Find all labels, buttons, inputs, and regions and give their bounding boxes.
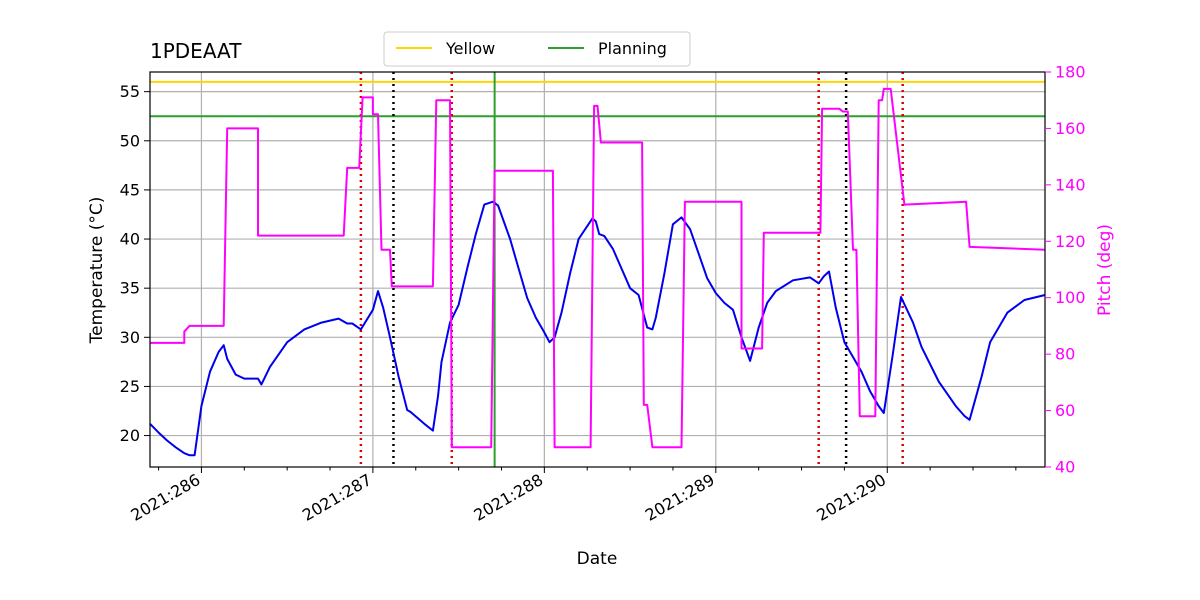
legend-box <box>383 31 691 67</box>
series-line-pitch <box>150 87 1046 449</box>
chart-title: 1PDEAAT <box>150 39 242 63</box>
y-tick-label: 55 <box>120 82 140 101</box>
y-axis-label: Temperature (°C) <box>87 197 107 345</box>
legend-label-yellow: Yellow <box>445 39 495 58</box>
y2-tick-label: 100 <box>1055 288 1086 307</box>
plot-frame <box>149 71 1046 468</box>
y2-axis-label: Pitch (deg) <box>1095 224 1115 316</box>
y2-tick-label: 40 <box>1055 458 1075 477</box>
series-layer <box>149 87 1046 457</box>
y-tick-label: 45 <box>120 180 140 199</box>
legend-label-planning: Planning <box>598 39 667 58</box>
y-tick-label: 30 <box>120 328 140 347</box>
y-tick-label: 40 <box>120 230 140 249</box>
y2-tick-label: 180 <box>1055 63 1086 82</box>
y-tick-label: 20 <box>120 426 140 445</box>
x-axis-label: Date <box>577 549 618 569</box>
series-line-temperature <box>149 200 1046 457</box>
y-tick-label: 25 <box>120 377 140 396</box>
y-tick-label: 50 <box>120 131 140 150</box>
y2-tick-label: 80 <box>1055 345 1075 364</box>
y2-tick-label: 120 <box>1055 232 1086 251</box>
legend: Yellow Planning <box>383 31 691 67</box>
y2-tick-label: 160 <box>1055 119 1086 138</box>
y2-tick-label: 60 <box>1055 401 1075 420</box>
y-tick-label: 35 <box>120 279 140 298</box>
grid-layer <box>150 72 1045 467</box>
plot-border <box>149 71 1046 468</box>
y2-tick-label: 140 <box>1055 175 1086 194</box>
